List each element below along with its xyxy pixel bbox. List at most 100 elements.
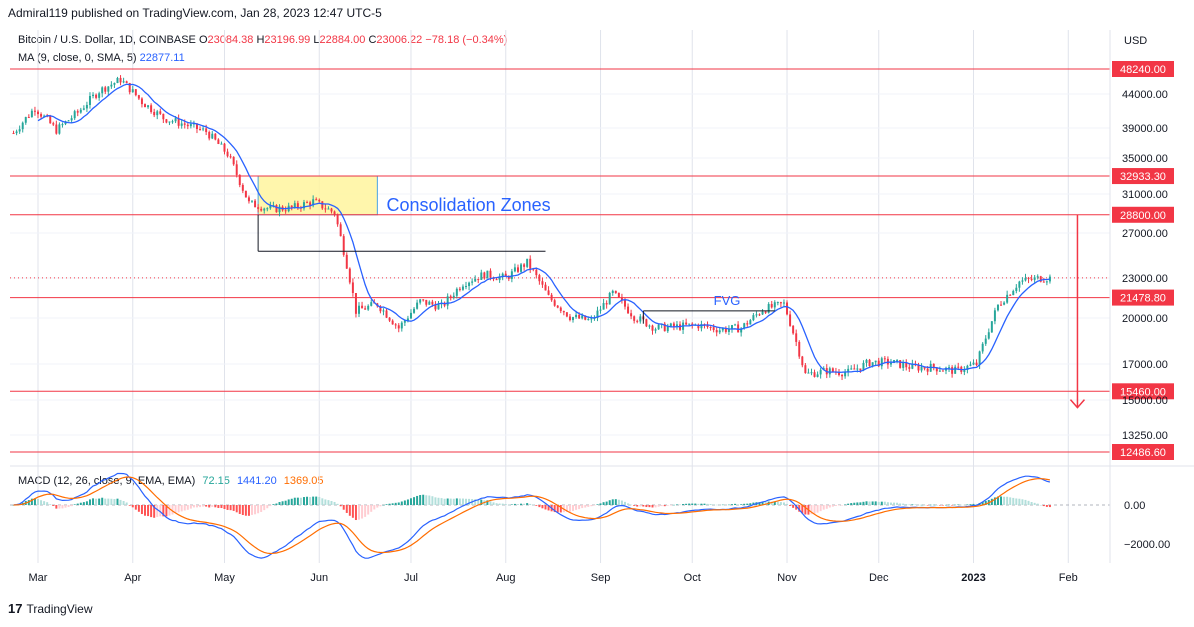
time-tick-label: Apr <box>124 572 141 584</box>
macd-histogram-bar <box>358 505 361 520</box>
macd-histogram-bar <box>782 502 785 505</box>
macd-histogram-bar <box>107 498 110 505</box>
macd-histogram-bar <box>413 497 416 505</box>
candle-body <box>251 200 253 202</box>
macd-histogram-bar <box>299 497 302 505</box>
macd-histogram-bar <box>241 505 244 516</box>
macd-histogram-bar <box>73 504 76 505</box>
macd-histogram-bar <box>43 501 46 505</box>
macd-histogram-bar <box>1030 502 1033 505</box>
candle-body <box>865 359 868 363</box>
candle-body <box>880 358 883 367</box>
candle-body <box>477 278 480 280</box>
macd-histogram-bar <box>951 505 954 506</box>
macd-histogram-bar <box>110 498 113 505</box>
publisher-line: Admiral119 published on TradingView.com,… <box>8 6 382 20</box>
macd-histogram-bar <box>440 498 443 505</box>
candle-body <box>666 326 669 332</box>
macd-histogram-bar <box>1024 499 1027 505</box>
candle-body <box>306 202 309 204</box>
candle-body <box>841 374 844 377</box>
macd-histogram-bar <box>614 499 617 505</box>
candle-body <box>572 317 575 321</box>
candle-body <box>584 315 587 320</box>
candle-body <box>92 94 95 96</box>
macd-histogram-bar <box>761 501 764 505</box>
macd-histogram-bar <box>257 505 260 514</box>
candle-body <box>238 174 241 186</box>
candle-body <box>535 269 538 276</box>
macd-histogram-bar <box>1027 500 1030 505</box>
high-value: 23196.99 <box>264 34 311 46</box>
candle-body <box>700 324 703 329</box>
macd-histogram-bar <box>556 505 559 513</box>
candle-body <box>327 208 330 210</box>
macd-histogram-bar <box>773 501 776 505</box>
candle-body <box>293 203 296 208</box>
level-price-label: 28800.00 <box>1120 210 1166 222</box>
macd-histogram-bar <box>104 498 107 505</box>
candle-body <box>1033 277 1036 280</box>
macd-histogram-bar <box>351 505 354 518</box>
macd-histogram-bar <box>88 499 91 505</box>
candle-body <box>122 81 125 83</box>
candle-body <box>284 210 287 212</box>
macd-histogram-bar <box>156 505 159 517</box>
candle-body <box>883 358 886 360</box>
macd-histogram-bar <box>1018 498 1021 505</box>
candle-body <box>605 303 608 305</box>
candle-body <box>703 324 706 326</box>
macd-histogram-bar <box>79 502 82 505</box>
candle-body <box>727 329 730 332</box>
candle-body <box>229 156 232 158</box>
candle-body <box>654 329 657 331</box>
price-tick-label: 39000.00 <box>1122 123 1168 135</box>
candle-body <box>828 368 831 375</box>
macd-histogram-bar <box>703 503 706 505</box>
ma-line <box>37 83 1050 373</box>
macd-histogram-bar <box>134 505 137 510</box>
macd-histogram-bar <box>535 505 538 506</box>
candle-body <box>449 296 452 298</box>
macd-histogram-bar <box>70 505 73 507</box>
candle-body <box>180 123 183 126</box>
candle-body <box>507 276 510 279</box>
macd-histogram-bar <box>431 496 434 505</box>
price-tick-label: 31000.00 <box>1122 189 1168 201</box>
macd-histogram-bar <box>192 505 195 508</box>
macd-histogram-bar <box>553 505 556 513</box>
macd-histogram-bar <box>263 505 266 511</box>
candle-body <box>581 315 584 319</box>
candle-body <box>669 323 672 327</box>
candle-body <box>205 128 208 133</box>
macd-histogram-bar <box>348 505 351 516</box>
candle-body <box>318 199 321 202</box>
macd-histogram-bar <box>871 501 874 505</box>
close-label: C <box>368 34 377 46</box>
macd-histogram-bar <box>596 504 599 505</box>
candle-body <box>547 290 550 295</box>
macd-histogram-bar <box>541 505 544 509</box>
macd-histogram-bar <box>834 505 837 506</box>
candle-body <box>12 133 15 135</box>
candle-body <box>807 372 810 374</box>
macd-histogram-bar <box>945 504 947 506</box>
macd-histogram-bar <box>935 504 938 506</box>
macd-histogram-bar <box>706 503 709 505</box>
macd-histogram-bar <box>920 504 923 506</box>
candle-body <box>737 324 740 333</box>
candle-body <box>724 328 727 332</box>
macd-histogram-bar <box>150 505 153 518</box>
candle-body <box>428 301 431 305</box>
macd-histogram-bar <box>306 496 309 505</box>
candle-body <box>972 362 975 365</box>
candle-body <box>134 89 137 96</box>
candle-body <box>951 367 954 374</box>
macd-histogram-bar <box>975 503 978 505</box>
macd-histogram-bar <box>400 501 403 505</box>
macd-histogram-bar <box>373 505 376 510</box>
candle-body <box>663 323 666 332</box>
macd-histogram-bar <box>776 501 779 505</box>
candle-body <box>312 199 315 206</box>
